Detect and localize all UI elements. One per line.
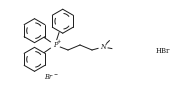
Text: P: P xyxy=(53,41,57,49)
Text: −: − xyxy=(53,72,57,77)
Text: N: N xyxy=(100,43,106,51)
Circle shape xyxy=(99,43,107,51)
Circle shape xyxy=(50,40,60,50)
Text: HBr: HBr xyxy=(156,47,170,55)
Text: +: + xyxy=(57,39,61,44)
Text: Br: Br xyxy=(44,73,52,81)
